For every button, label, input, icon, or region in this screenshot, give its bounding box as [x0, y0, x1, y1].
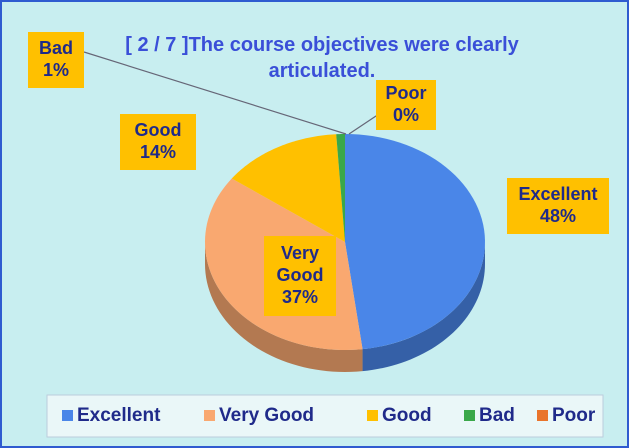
slice	[231, 134, 345, 242]
data-label-category: Poor	[385, 83, 426, 103]
data-label-value: 0%	[393, 105, 419, 125]
legend-swatch	[464, 410, 475, 421]
label-line: Good	[277, 265, 324, 285]
slice-side	[205, 242, 363, 372]
legend-swatch	[204, 410, 215, 421]
slice	[336, 134, 345, 242]
chart-title: [ 2 / 7 ]The course objectives were clea…	[125, 34, 519, 82]
legend-box	[46, 394, 604, 438]
data-label-value: 1%	[43, 60, 69, 80]
legend-label: Very Good	[219, 405, 314, 426]
label-box	[120, 114, 196, 170]
legend-swatch	[62, 410, 73, 421]
data-label-value: 14%	[140, 142, 176, 162]
label-box	[507, 178, 609, 234]
data-label-value: 37%	[282, 287, 318, 307]
legend-swatch	[367, 410, 378, 421]
data-label-category: Bad	[39, 38, 73, 58]
data-label-category: Very Good	[277, 243, 324, 285]
legend-label: Bad	[479, 405, 515, 426]
legend-label: Poor	[552, 405, 596, 426]
label-box	[376, 80, 436, 130]
leader-line	[83, 51, 347, 135]
data-label-value: 48%	[540, 206, 576, 226]
legend-swatch	[537, 410, 548, 421]
label-box	[264, 236, 336, 316]
label-line: Very	[281, 243, 319, 263]
slice-side	[362, 242, 485, 372]
data-label-category: Good	[135, 120, 182, 140]
legend-label: Good	[382, 405, 432, 426]
slice	[345, 134, 485, 350]
label-box	[28, 32, 84, 88]
data-label-category: Excellent	[518, 184, 597, 204]
legend-label: Excellent	[77, 405, 161, 426]
